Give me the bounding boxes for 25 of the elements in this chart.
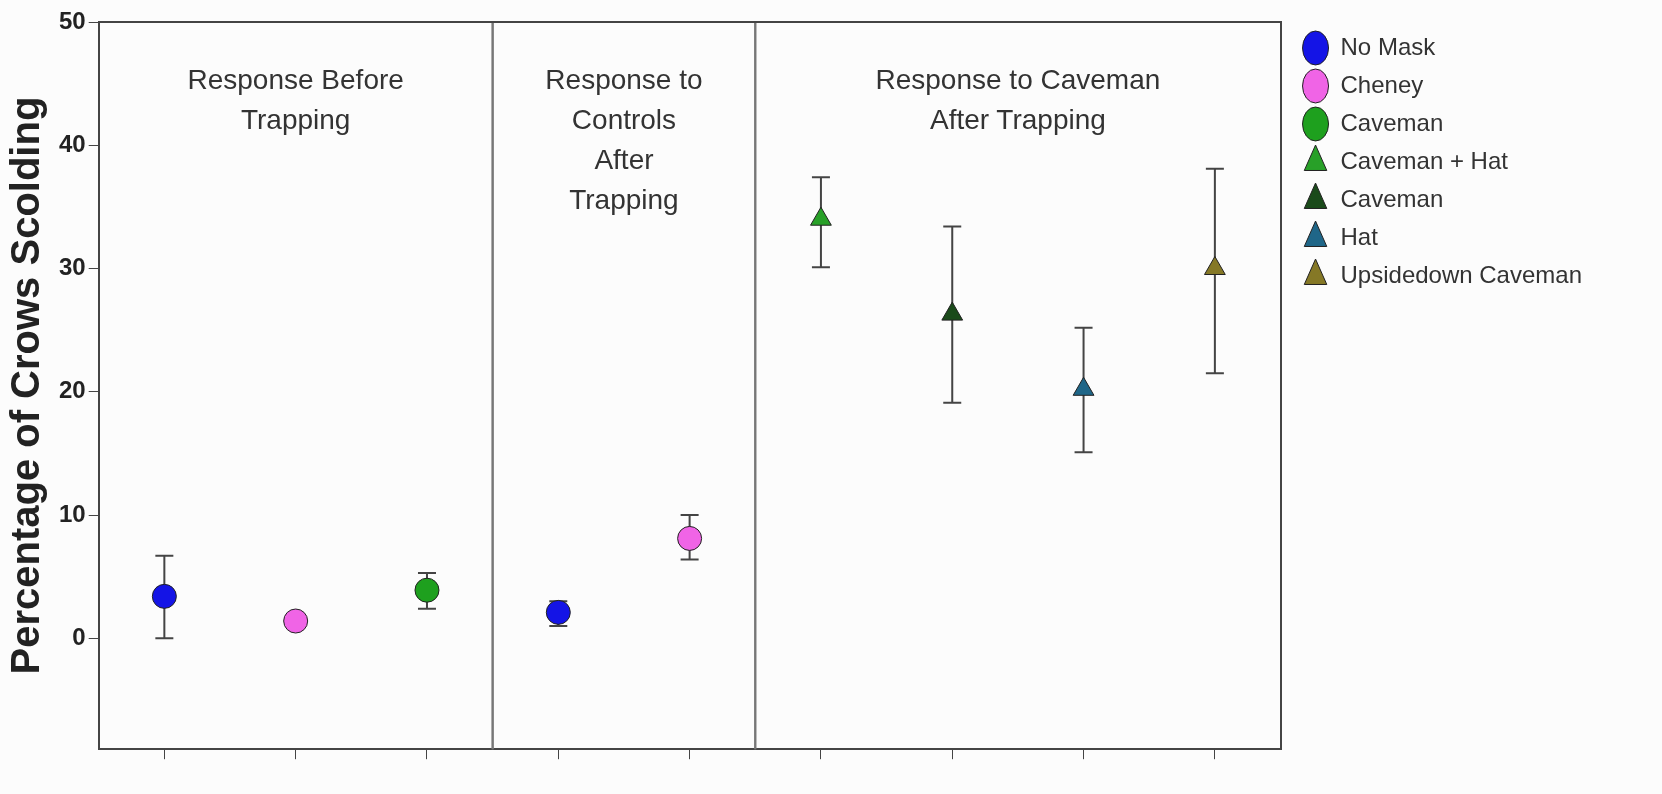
legend-label: Cheney [1340, 70, 1424, 98]
annotation: Response to Controls After Trapping [545, 63, 703, 215]
point [1203, 256, 1226, 276]
point [283, 608, 309, 634]
legend-label: Caveman [1340, 108, 1444, 136]
legend-label: Caveman + Hat [1340, 146, 1509, 174]
annotation: Response Before Trapping [187, 63, 404, 135]
annotation: Response to Caveman After Trapping [875, 63, 1161, 135]
legend-label: No Mask [1340, 32, 1437, 60]
point [810, 206, 832, 226]
y-tick-label: 10 [58, 499, 86, 527]
y-tick-label: 20 [58, 376, 86, 404]
y-tick-label: 40 [58, 129, 86, 157]
y-tick-label: 50 [58, 6, 86, 34]
legend-label: Hat [1340, 222, 1379, 250]
legend-label: Caveman [1340, 184, 1444, 212]
y-tick-label: 0 [72, 622, 86, 650]
point [151, 583, 177, 609]
y-axis-title: Percentage of Crows Scolding [3, 96, 48, 675]
y-tick-label: 30 [58, 253, 86, 281]
point [677, 525, 703, 551]
point [414, 577, 440, 603]
point [1072, 376, 1095, 396]
point [941, 301, 964, 321]
legend-label: Upsidedown Caveman [1340, 260, 1582, 288]
